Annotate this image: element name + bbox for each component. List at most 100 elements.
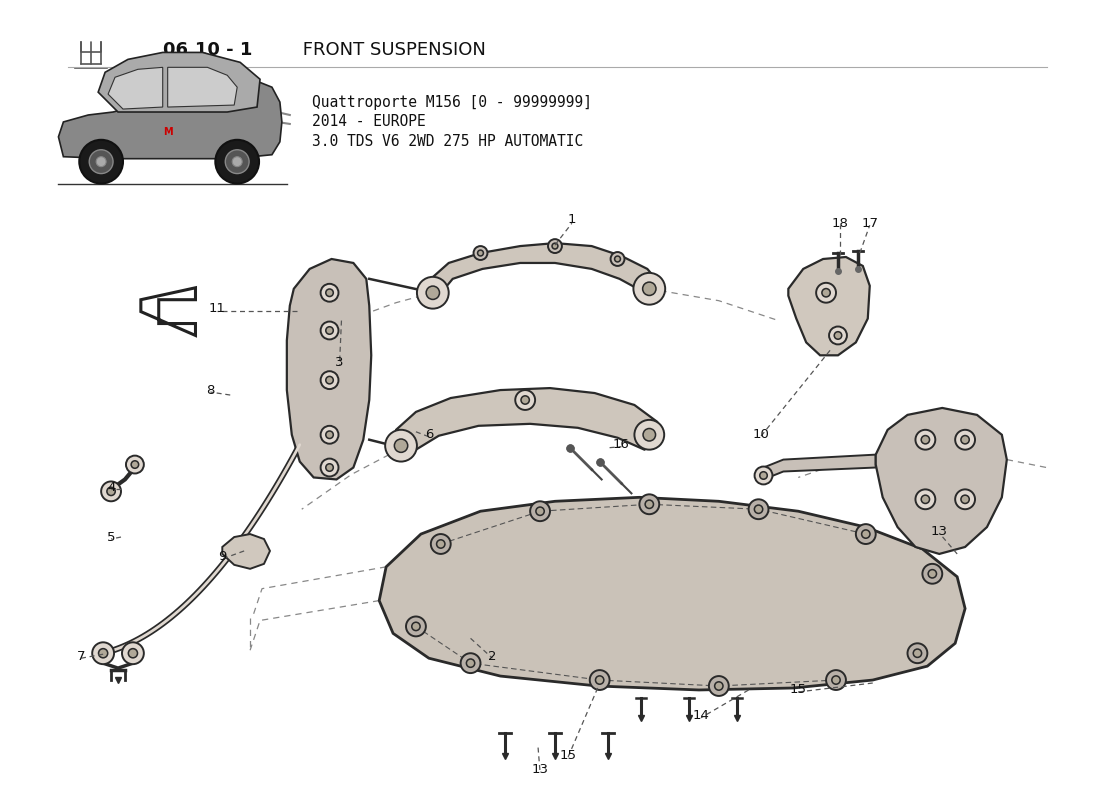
Text: FRONT SUSPENSION: FRONT SUSPENSION xyxy=(297,42,485,59)
Circle shape xyxy=(320,284,339,302)
Circle shape xyxy=(129,649,138,658)
Circle shape xyxy=(590,670,609,690)
Circle shape xyxy=(326,376,333,384)
Polygon shape xyxy=(421,243,659,301)
Polygon shape xyxy=(58,78,282,158)
Text: 6: 6 xyxy=(425,428,433,442)
Polygon shape xyxy=(759,454,876,482)
Circle shape xyxy=(921,435,929,444)
Circle shape xyxy=(320,322,339,339)
Circle shape xyxy=(755,505,762,514)
Text: 11: 11 xyxy=(209,302,226,315)
Circle shape xyxy=(326,464,333,471)
Text: 3.0 TDS V6 2WD 275 HP AUTOMATIC: 3.0 TDS V6 2WD 275 HP AUTOMATIC xyxy=(311,134,583,150)
Circle shape xyxy=(552,243,558,249)
Polygon shape xyxy=(389,388,659,454)
Circle shape xyxy=(326,326,333,334)
Circle shape xyxy=(79,140,123,183)
Circle shape xyxy=(431,534,451,554)
Polygon shape xyxy=(789,257,870,355)
Text: 13: 13 xyxy=(531,763,549,776)
Circle shape xyxy=(326,289,333,297)
Circle shape xyxy=(856,524,876,544)
Circle shape xyxy=(232,157,242,166)
Circle shape xyxy=(955,490,975,510)
Circle shape xyxy=(473,246,487,260)
Circle shape xyxy=(708,676,728,696)
Circle shape xyxy=(749,499,769,519)
Text: 17: 17 xyxy=(861,217,878,230)
Circle shape xyxy=(908,643,927,663)
Text: M: M xyxy=(163,127,173,137)
Circle shape xyxy=(928,570,936,578)
Text: 8: 8 xyxy=(206,383,214,397)
Text: 7: 7 xyxy=(77,650,86,662)
Circle shape xyxy=(755,466,772,485)
Circle shape xyxy=(955,430,975,450)
Polygon shape xyxy=(141,288,196,335)
Text: Quattroporte M156 [0 - 99999999]: Quattroporte M156 [0 - 99999999] xyxy=(311,94,592,110)
Text: 5: 5 xyxy=(107,530,116,543)
Circle shape xyxy=(466,659,475,667)
Circle shape xyxy=(635,420,664,450)
Circle shape xyxy=(822,289,830,297)
Text: 2014 - EUROPE: 2014 - EUROPE xyxy=(311,114,426,130)
Circle shape xyxy=(99,649,108,658)
Circle shape xyxy=(645,500,653,509)
Circle shape xyxy=(216,140,258,183)
Circle shape xyxy=(961,435,969,444)
Circle shape xyxy=(89,150,113,174)
Circle shape xyxy=(515,390,535,410)
Circle shape xyxy=(92,642,114,664)
Circle shape xyxy=(913,649,922,658)
Polygon shape xyxy=(167,67,238,107)
Text: 10: 10 xyxy=(752,428,769,442)
Circle shape xyxy=(417,277,449,309)
Text: 2: 2 xyxy=(488,650,497,662)
Circle shape xyxy=(826,670,846,690)
Circle shape xyxy=(406,617,426,636)
Circle shape xyxy=(548,239,562,253)
Circle shape xyxy=(226,150,249,174)
Circle shape xyxy=(107,487,116,495)
Text: 15: 15 xyxy=(790,683,806,697)
Circle shape xyxy=(921,495,929,503)
Circle shape xyxy=(126,456,144,474)
Circle shape xyxy=(96,157,106,166)
Circle shape xyxy=(634,273,665,305)
Circle shape xyxy=(521,396,529,404)
Circle shape xyxy=(715,682,723,690)
Circle shape xyxy=(923,564,943,584)
Circle shape xyxy=(530,502,550,521)
Circle shape xyxy=(615,256,620,262)
Text: 4: 4 xyxy=(107,481,116,494)
Polygon shape xyxy=(287,259,372,479)
Circle shape xyxy=(122,642,144,664)
Circle shape xyxy=(477,250,483,256)
Text: 14: 14 xyxy=(693,710,710,722)
Circle shape xyxy=(915,490,935,510)
Circle shape xyxy=(395,439,408,452)
Circle shape xyxy=(385,430,417,462)
Circle shape xyxy=(829,326,847,344)
Text: 9: 9 xyxy=(218,550,227,563)
Circle shape xyxy=(915,430,935,450)
Text: 06.10 - 1: 06.10 - 1 xyxy=(163,42,252,59)
Circle shape xyxy=(326,431,333,438)
Text: 3: 3 xyxy=(336,356,343,369)
Circle shape xyxy=(644,429,656,441)
Circle shape xyxy=(639,494,659,514)
Circle shape xyxy=(595,676,604,684)
Circle shape xyxy=(834,332,842,339)
Circle shape xyxy=(320,458,339,477)
Circle shape xyxy=(760,472,768,479)
Circle shape xyxy=(536,507,544,515)
Circle shape xyxy=(610,252,625,266)
Polygon shape xyxy=(98,53,260,112)
Text: 1: 1 xyxy=(568,213,576,226)
Circle shape xyxy=(961,495,969,503)
Circle shape xyxy=(437,540,444,548)
Text: 16: 16 xyxy=(613,438,630,451)
Circle shape xyxy=(320,426,339,444)
Circle shape xyxy=(426,286,440,299)
